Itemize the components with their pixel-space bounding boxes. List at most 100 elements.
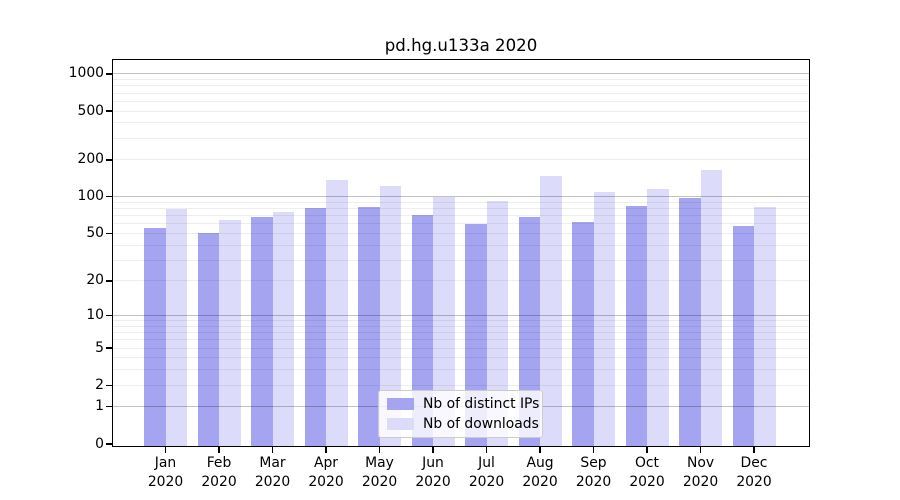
x-tick-Apr bbox=[325, 447, 327, 453]
legend-swatch-downloads bbox=[387, 418, 414, 430]
gridline-minor-90 bbox=[113, 201, 809, 203]
y-tick-1000 bbox=[106, 73, 112, 75]
gridline-minor-2 bbox=[113, 384, 809, 386]
y-tick-100 bbox=[106, 196, 112, 198]
bar-distinct-ips-Jun bbox=[411, 214, 433, 446]
gridline-minor-500 bbox=[113, 110, 809, 112]
bar-distinct-ips-Feb bbox=[197, 233, 219, 446]
y-tick-label-50: 50 bbox=[86, 224, 104, 241]
spine-left bbox=[112, 59, 114, 447]
gridline-minor-50 bbox=[113, 232, 809, 234]
x-tick-month: May bbox=[365, 455, 394, 471]
spine-top bbox=[113, 59, 809, 61]
y-tick-label-1000: 1000 bbox=[68, 65, 104, 82]
y-tick-label-0: 0 bbox=[95, 435, 104, 452]
bar-downloads-Sep bbox=[593, 191, 615, 446]
x-tick-label-Dec: Dec 2020 bbox=[722, 454, 786, 492]
legend-label-downloads: Nb of downloads bbox=[423, 415, 539, 432]
y-tick-label-20: 20 bbox=[86, 272, 104, 289]
x-tick-label-Jul: Jul 2020 bbox=[455, 454, 519, 492]
x-tick-Dec bbox=[753, 447, 755, 453]
y-tick-label-200: 200 bbox=[77, 151, 104, 168]
x-tick-Nov bbox=[699, 447, 702, 453]
x-tick-month: Dec bbox=[740, 455, 768, 471]
gridline-minor-6 bbox=[113, 339, 809, 341]
gridline-minor-400 bbox=[113, 122, 809, 124]
legend-swatch-distinct-ips bbox=[387, 398, 414, 410]
x-tick-Aug bbox=[539, 447, 541, 453]
x-tick-Feb bbox=[218, 447, 220, 453]
y-tick-label-1: 1 bbox=[95, 398, 104, 415]
x-tick-month: Aug bbox=[526, 455, 554, 471]
gridline-minor-20 bbox=[113, 280, 809, 282]
gridline-minor-900 bbox=[113, 79, 809, 81]
y-tick-label-2: 2 bbox=[95, 376, 104, 393]
x-tick-year: 2020 bbox=[147, 474, 184, 490]
bar-downloads-Jul bbox=[486, 200, 508, 446]
legend-label-distinct-ips: Nb of distinct IPs bbox=[423, 395, 540, 412]
x-tick-Jun bbox=[432, 447, 434, 453]
x-tick-May bbox=[378, 447, 381, 453]
y-tick-label-5: 5 bbox=[95, 339, 104, 356]
y-tick-20 bbox=[106, 280, 112, 282]
bar-downloads-Jun bbox=[433, 196, 455, 446]
bar-distinct-ips-Apr bbox=[304, 207, 326, 446]
x-tick-month: Apr bbox=[313, 455, 339, 471]
x-tick-month: Jun bbox=[422, 455, 444, 471]
gridline-minor-8 bbox=[113, 325, 809, 327]
spine-bottom bbox=[113, 446, 809, 448]
x-tick-year: 2020 bbox=[682, 474, 719, 490]
gridline-major-10 bbox=[113, 315, 809, 317]
gridline-minor-7 bbox=[113, 332, 809, 334]
y-tick-0 bbox=[106, 443, 112, 445]
x-tick-year: 2020 bbox=[201, 474, 237, 490]
gridline-minor-3 bbox=[113, 369, 809, 371]
gridline-minor-800 bbox=[113, 85, 809, 87]
x-tick-year: 2020 bbox=[361, 474, 398, 490]
x-tick-label-Mar: Mar 2020 bbox=[241, 454, 305, 492]
x-tick-label-Aug: Aug 2020 bbox=[508, 454, 572, 492]
x-tick-label-Jun: Jun 2020 bbox=[401, 454, 465, 492]
spine-right bbox=[809, 59, 811, 447]
y-tick-500 bbox=[106, 110, 112, 112]
gridline-minor-700 bbox=[113, 92, 809, 94]
x-tick-label-Nov: Nov 2020 bbox=[669, 454, 733, 492]
x-tick-year: 2020 bbox=[522, 474, 558, 490]
y-tick-2 bbox=[106, 384, 112, 386]
gridline-minor-200 bbox=[113, 159, 809, 161]
x-tick-month: Oct bbox=[634, 455, 660, 471]
bar-distinct-ips-Nov bbox=[679, 198, 701, 446]
x-tick-month: Sep bbox=[580, 455, 607, 471]
x-tick-label-Feb: Feb 2020 bbox=[187, 454, 251, 492]
x-tick-year: 2020 bbox=[254, 474, 291, 490]
x-tick-month: Jan bbox=[154, 455, 177, 471]
bar-downloads-Oct bbox=[647, 188, 669, 446]
gridline-minor-40 bbox=[113, 244, 809, 246]
x-tick-Sep bbox=[592, 447, 595, 453]
gridline-minor-70 bbox=[113, 215, 809, 217]
bar-downloads-Mar bbox=[272, 212, 294, 446]
x-tick-month: Nov bbox=[686, 455, 715, 471]
gridline-minor-600 bbox=[113, 100, 809, 102]
gridline-minor-60 bbox=[113, 223, 809, 225]
x-tick-month: Jul bbox=[478, 455, 495, 471]
legend: Nb of distinct IPs Nb of downloads bbox=[378, 390, 543, 438]
y-tick-label-500: 500 bbox=[77, 102, 104, 119]
bar-downloads-Dec bbox=[754, 207, 776, 446]
bar-distinct-ips-Sep bbox=[572, 222, 594, 446]
y-tick-5 bbox=[106, 347, 112, 349]
x-tick-month: Mar bbox=[259, 455, 286, 471]
legend-item-downloads: Nb of downloads bbox=[379, 416, 542, 433]
x-tick-year: 2020 bbox=[415, 474, 451, 490]
gridline-minor-5 bbox=[113, 347, 809, 349]
y-tick-label-10: 10 bbox=[86, 307, 104, 324]
x-tick-month: Feb bbox=[206, 455, 232, 471]
gridline-major-1000 bbox=[113, 73, 809, 75]
x-tick-Oct bbox=[646, 447, 648, 453]
y-tick-50 bbox=[106, 232, 112, 234]
x-tick-year: 2020 bbox=[308, 474, 344, 490]
x-tick-Jan bbox=[164, 447, 167, 453]
bar-distinct-ips-Jan bbox=[144, 228, 166, 446]
bar-downloads-Feb bbox=[219, 219, 241, 446]
